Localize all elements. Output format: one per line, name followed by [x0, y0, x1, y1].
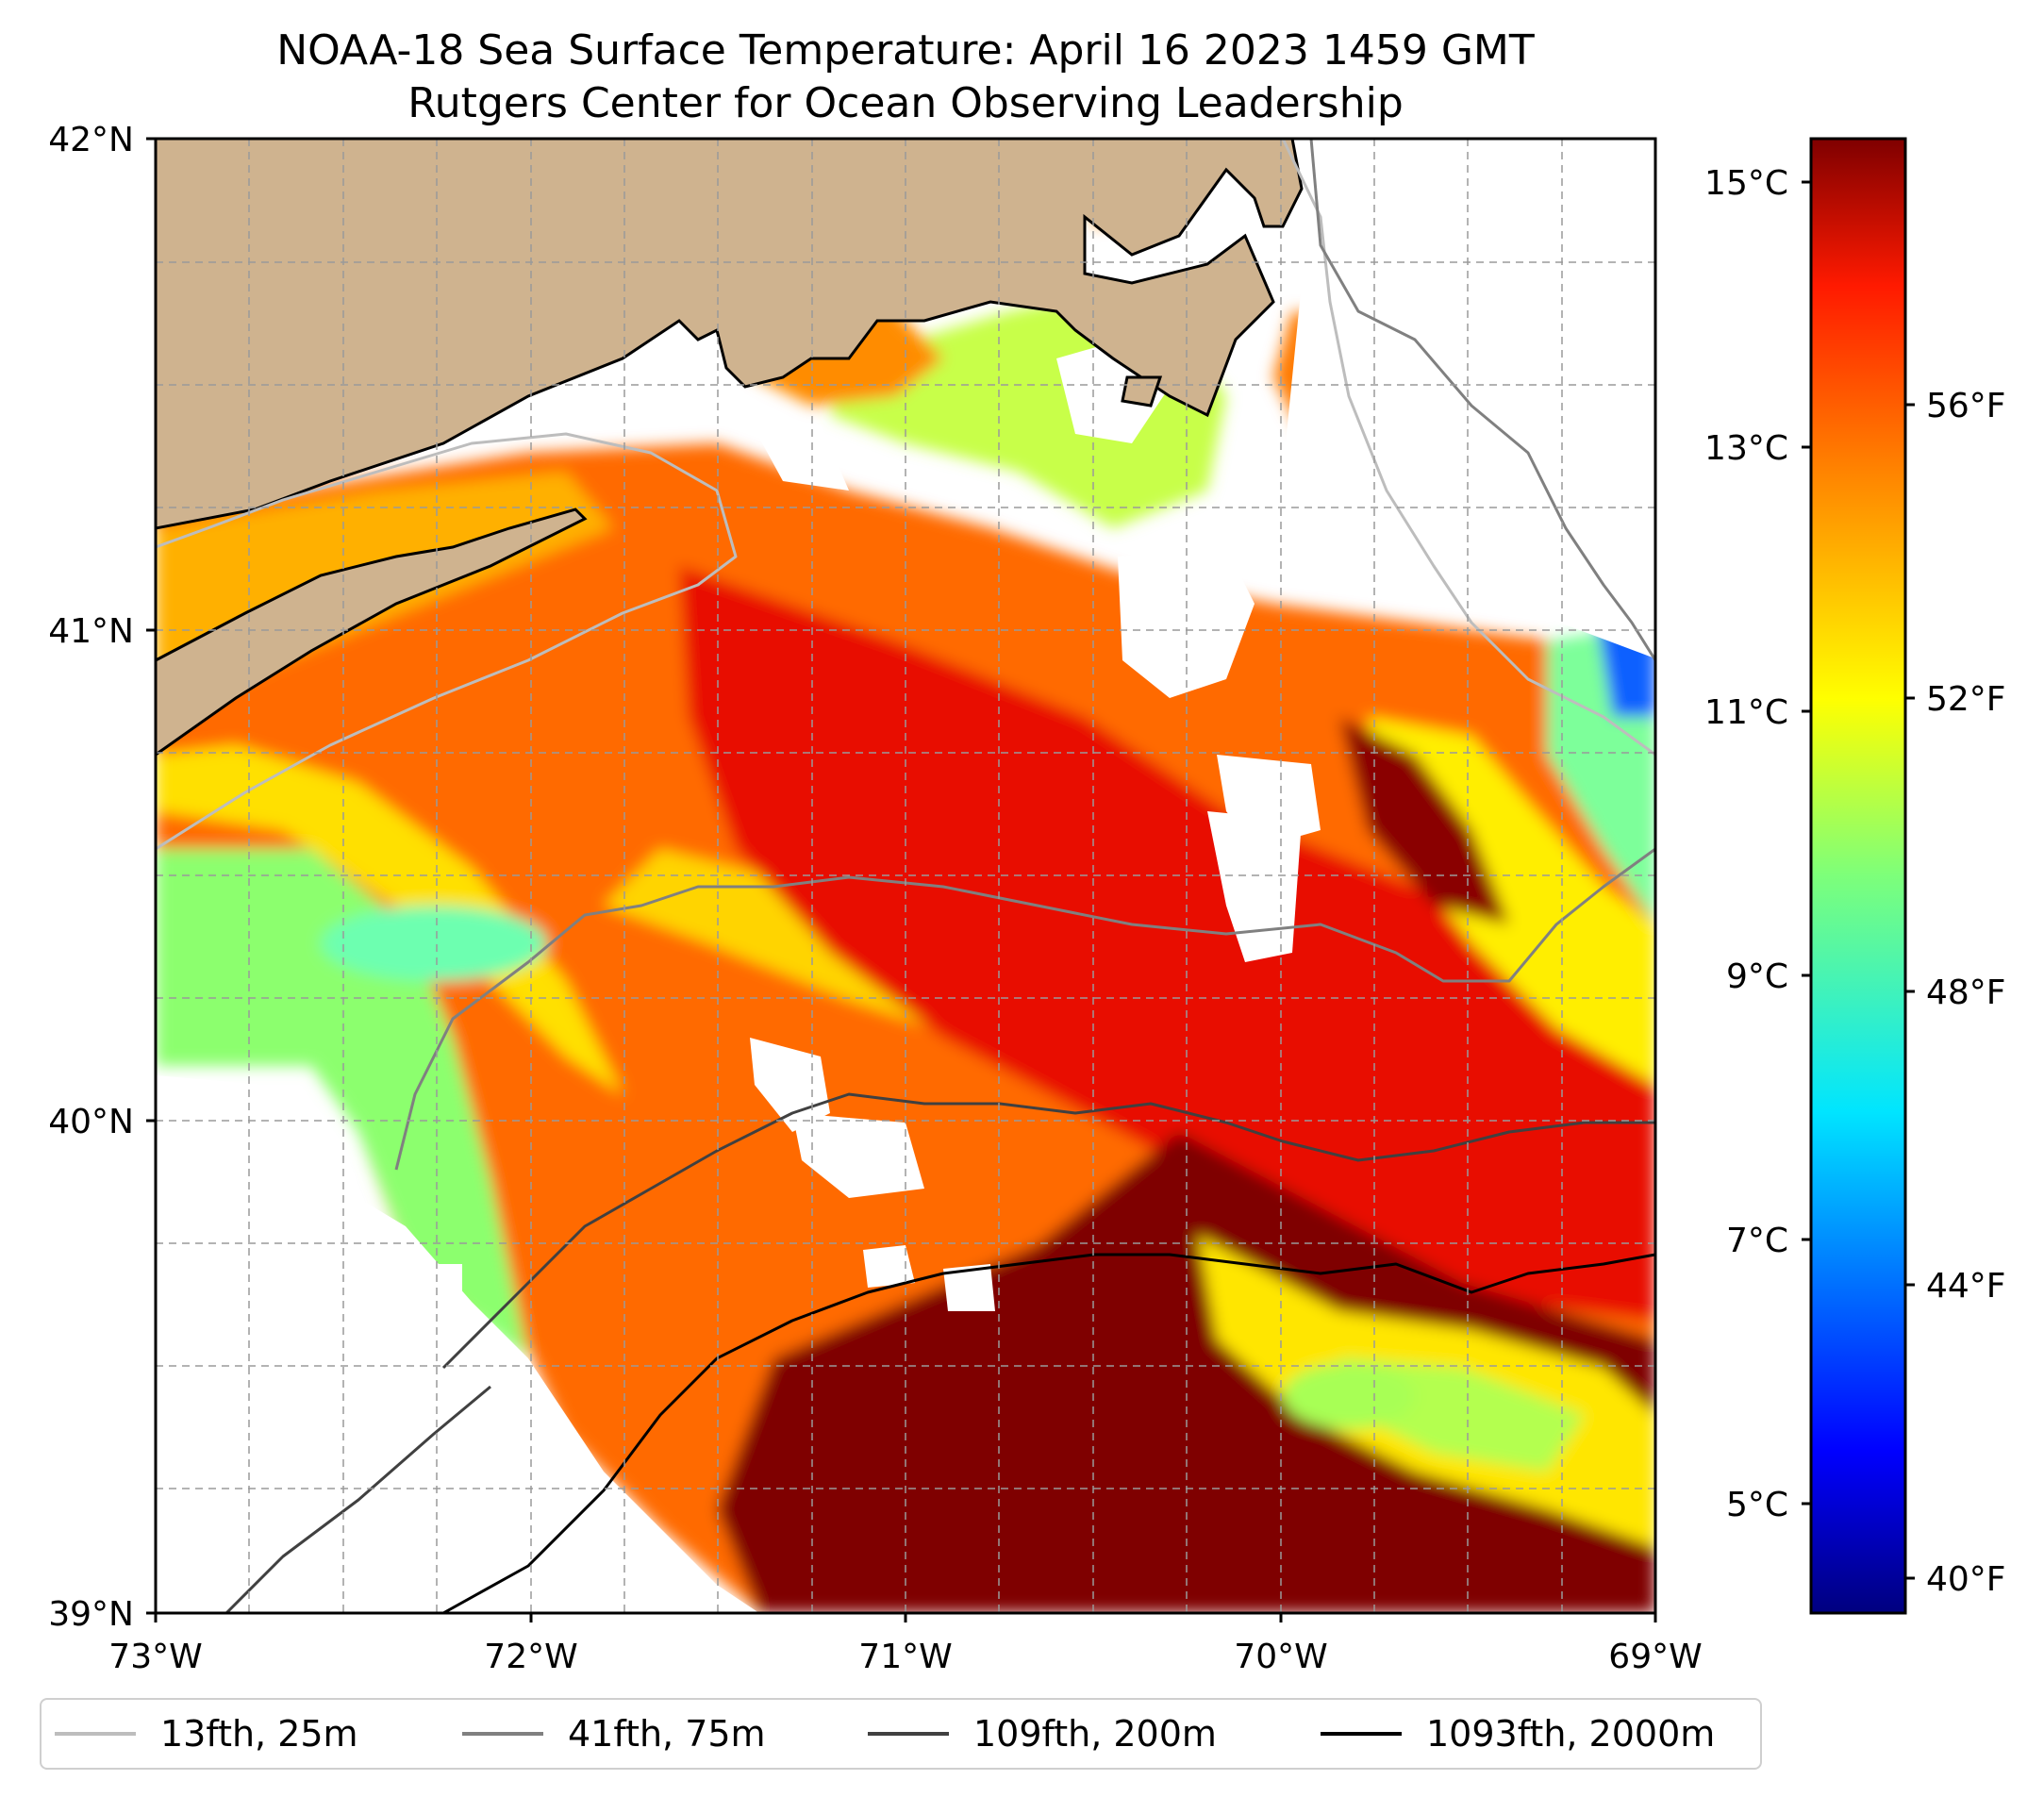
map-layers — [156, 139, 1655, 1613]
legend-swatch-25m — [55, 1732, 136, 1736]
legend-item-75m: 41fth, 75m — [462, 1700, 766, 1768]
isobath-200m-west — [224, 1385, 491, 1613]
colorbar-f-52: 52°F — [1926, 680, 2006, 719]
legend-item-2000m: 1093fth, 2000m — [1321, 1700, 1715, 1768]
colorbar-c-9: 9°C — [1726, 957, 1788, 996]
legend-item-200m: 109fth, 200m — [868, 1700, 1217, 1768]
isobaths — [156, 139, 1655, 1613]
isobath-200m — [441, 1092, 1655, 1370]
lat-tick-41: 41°N — [48, 612, 134, 651]
isobath-2000m — [442, 1253, 1655, 1613]
isobath-75m-north — [1309, 139, 1655, 661]
legend-item-25m: 13fth, 25m — [55, 1700, 358, 1768]
gridlines — [156, 139, 1655, 1613]
isobath-75m — [394, 847, 1655, 1171]
axis-ticks — [146, 137, 1657, 1622]
legend-label-200m: 109fth, 200m — [973, 1713, 1217, 1755]
cloud-gaps — [156, 264, 1655, 1613]
figure-title: NOAA-18 Sea Surface Temperature: April 1… — [276, 26, 1535, 75]
lon-tick-72: 72°W — [484, 1638, 577, 1676]
colorbar-ticks — [1802, 180, 1915, 1580]
lat-tick-39: 39°N — [48, 1595, 134, 1634]
colorbar-c-13: 13°C — [1704, 429, 1788, 468]
colorbar-c-15: 15°C — [1704, 164, 1788, 203]
legend-label-25m: 13fth, 25m — [160, 1713, 358, 1755]
legend-swatch-200m — [868, 1732, 949, 1736]
lon-tick-73: 73°W — [108, 1638, 202, 1676]
colorbar-f-44: 44°F — [1926, 1267, 2006, 1306]
colorbar-f-48: 48°F — [1926, 973, 2006, 1012]
legend-label-2000m: 1093fth, 2000m — [1426, 1713, 1716, 1755]
lon-tick-69: 69°W — [1608, 1638, 1702, 1676]
isobath-25m — [156, 432, 738, 851]
lat-tick-40: 40°N — [48, 1103, 134, 1141]
isobath-legend: 13fth, 25m 41fth, 75m 109fth, 200m 1093f… — [40, 1698, 1762, 1770]
land — [156, 139, 1304, 757]
lat-tick-42: 42°N — [48, 121, 134, 159]
colorbar — [1809, 137, 1907, 1615]
colorbar-f-56: 56°F — [1926, 387, 2006, 425]
isobath-25m-cape — [1281, 139, 1655, 757]
colorbar-c-11: 11°C — [1704, 693, 1788, 732]
legend-swatch-2000m — [1321, 1732, 1402, 1736]
legend-label-75m: 41fth, 75m — [568, 1713, 766, 1755]
colorbar-f-40: 40°F — [1926, 1560, 2006, 1599]
lon-tick-70: 70°W — [1234, 1638, 1327, 1676]
legend-swatch-75m — [462, 1732, 543, 1736]
lon-tick-71: 71°W — [858, 1638, 952, 1676]
figure-subtitle: Rutgers Center for Ocean Observing Leade… — [407, 79, 1404, 127]
colorbar-c-5: 5°C — [1726, 1486, 1788, 1524]
colorbar-c-7: 7°C — [1726, 1222, 1788, 1260]
